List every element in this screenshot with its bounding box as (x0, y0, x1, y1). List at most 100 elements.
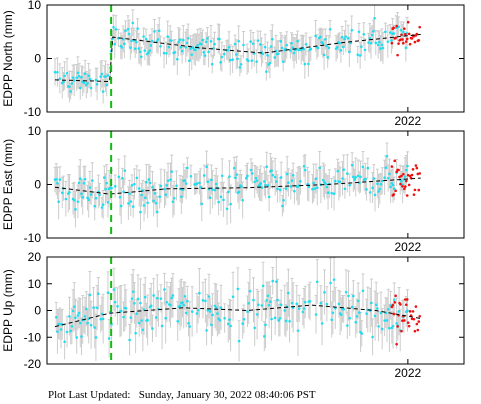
data-point (164, 316, 167, 320)
data-point (415, 166, 419, 170)
data-point (119, 204, 123, 208)
data-point (404, 40, 408, 43)
data-point (100, 72, 104, 76)
footer-label: Plot Last Updated: (48, 389, 131, 401)
data-point (339, 49, 343, 52)
data-point (70, 82, 74, 85)
data-point (186, 36, 190, 40)
data-point (154, 201, 158, 205)
data-point (54, 315, 58, 319)
data-point (340, 313, 343, 316)
data-point (236, 57, 239, 61)
data-point (320, 322, 324, 325)
data-point (76, 71, 80, 75)
data-point (136, 27, 139, 30)
data-point (266, 294, 270, 298)
panel-1: 10 0 -10 2022 EDPP North (mm) (1, 0, 465, 128)
data-point (184, 182, 188, 185)
data-point (283, 309, 287, 312)
data-point (380, 179, 384, 183)
data-point (394, 294, 397, 298)
data-point (113, 185, 117, 188)
data-point (158, 195, 161, 198)
data-points (53, 66, 112, 93)
data-point (403, 175, 407, 178)
data-point (264, 183, 267, 187)
data-point (149, 44, 153, 47)
data-point (76, 200, 80, 203)
data-point (139, 55, 143, 59)
data-point (176, 57, 179, 61)
data-point (143, 196, 147, 200)
data-point (403, 32, 407, 36)
data-point (403, 319, 406, 322)
data-point (365, 312, 368, 315)
data-point (404, 179, 408, 183)
data-point (299, 179, 302, 183)
data-point (205, 329, 208, 332)
data-point (326, 191, 330, 195)
data-point (268, 61, 272, 65)
data-point (299, 48, 303, 52)
plot-area (54, 257, 422, 362)
data-point (80, 192, 83, 196)
data-point (289, 185, 293, 188)
data-point (246, 310, 249, 313)
data-point (384, 30, 387, 34)
data-point (273, 175, 277, 179)
data-point (318, 166, 321, 170)
data-point (139, 301, 142, 305)
data-point (388, 31, 392, 34)
data-point (337, 302, 341, 306)
data-point (241, 322, 244, 325)
data-point (87, 198, 90, 201)
data-point (77, 311, 81, 315)
data-point (250, 59, 254, 62)
data-point (355, 315, 359, 318)
data-point (297, 184, 301, 187)
data-point (252, 298, 255, 302)
data-point (418, 25, 422, 29)
data-point (78, 86, 82, 90)
data-point (374, 303, 378, 307)
data-point (89, 193, 93, 196)
data-point (97, 292, 100, 296)
y-axis-label: EDPP North (mm) (1, 10, 15, 106)
data-point (324, 182, 327, 186)
data-point (219, 61, 222, 64)
data-point (407, 324, 411, 328)
data-point (415, 322, 419, 326)
data-point (72, 305, 76, 308)
data-point (307, 62, 310, 66)
data-point (410, 173, 414, 177)
data-point (105, 181, 109, 185)
data-point (397, 168, 400, 172)
data-point (135, 40, 138, 44)
data-point (206, 309, 210, 312)
data-point (143, 49, 147, 52)
data-point (361, 289, 365, 293)
data-point (356, 299, 360, 303)
data-point (226, 322, 230, 326)
data-point (229, 324, 232, 328)
data-points (390, 159, 422, 197)
data-point (391, 324, 395, 328)
data-point (322, 53, 326, 57)
data-point (77, 74, 81, 78)
data-point (288, 320, 291, 323)
data-point (378, 40, 381, 44)
x-tick-label: 2022 (395, 366, 422, 380)
data-point (231, 295, 235, 299)
data-point (116, 305, 119, 308)
data-point (152, 294, 155, 297)
data-point (246, 174, 249, 178)
data-point (68, 315, 71, 318)
data-point (172, 196, 176, 200)
data-point (376, 182, 379, 186)
data-point (296, 329, 300, 332)
data-point (399, 182, 402, 186)
data-point (213, 188, 217, 192)
data-point (348, 316, 352, 320)
data-point (139, 210, 142, 214)
